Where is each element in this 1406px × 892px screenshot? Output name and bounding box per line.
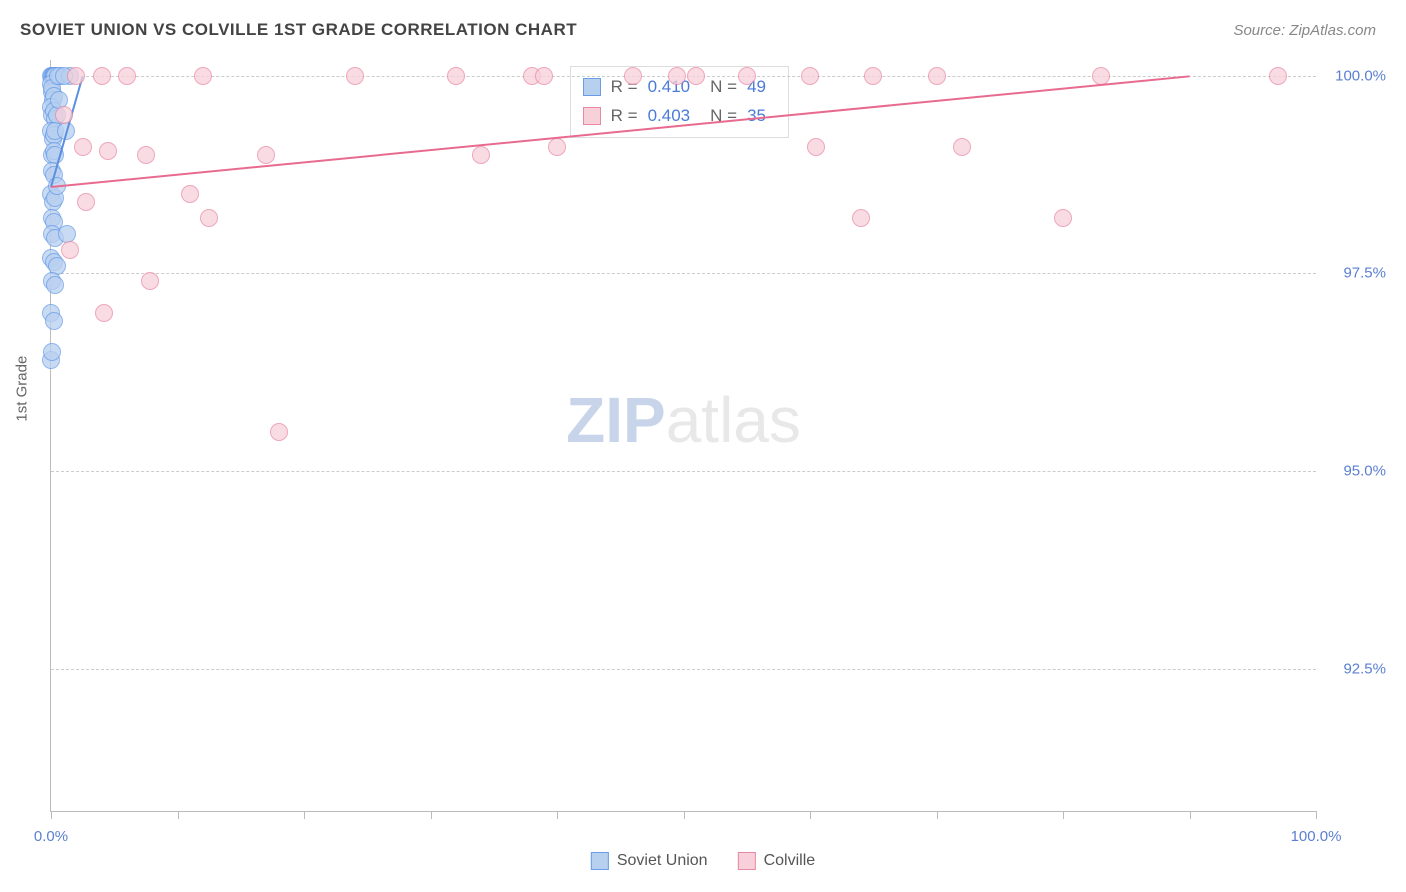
legend-swatch: [591, 852, 609, 870]
data-point: [141, 272, 159, 290]
x-tick: [1063, 811, 1064, 819]
y-axis-label: 1st Grade: [14, 356, 31, 422]
legend-item: Soviet Union: [591, 852, 708, 870]
watermark-atlas: atlas: [666, 384, 801, 456]
x-tick: [557, 811, 558, 819]
data-point: [270, 423, 288, 441]
data-point: [181, 185, 199, 203]
watermark-zip: ZIP: [566, 384, 666, 456]
y-tick-label: 97.5%: [1326, 265, 1386, 282]
x-tick: [684, 811, 685, 819]
data-point: [200, 209, 218, 227]
data-point: [77, 193, 95, 211]
legend-item: Colville: [738, 852, 816, 870]
x-tick-label: 0.0%: [34, 828, 68, 845]
n-label: N =: [710, 73, 737, 102]
data-point: [624, 67, 642, 85]
x-tick: [304, 811, 305, 819]
x-tick: [431, 811, 432, 819]
grid-line: [51, 471, 1316, 472]
data-point: [43, 343, 61, 361]
plot-area: ZIPatlas R =0.410N =49R =0.403N =35 92.5…: [50, 60, 1316, 812]
data-point: [535, 67, 553, 85]
data-point: [738, 67, 756, 85]
data-point: [93, 67, 111, 85]
r-label: R =: [611, 102, 638, 131]
x-tick: [51, 811, 52, 819]
data-point: [928, 67, 946, 85]
data-point: [807, 138, 825, 156]
data-point: [46, 276, 64, 294]
data-point: [99, 142, 117, 160]
legend: Soviet Union Colville: [591, 852, 815, 870]
grid-line: [51, 669, 1316, 670]
data-point: [67, 67, 85, 85]
data-point: [118, 67, 136, 85]
data-point: [548, 138, 566, 156]
x-tick-label: 100.0%: [1291, 828, 1342, 845]
chart-title: SOVIET UNION VS COLVILLE 1ST GRADE CORRE…: [20, 20, 577, 40]
data-point: [61, 241, 79, 259]
data-point: [687, 67, 705, 85]
data-point: [953, 138, 971, 156]
data-point: [1269, 67, 1287, 85]
data-point: [1092, 67, 1110, 85]
data-point: [194, 67, 212, 85]
y-tick-label: 95.0%: [1326, 463, 1386, 480]
chart-container: SOVIET UNION VS COLVILLE 1ST GRADE CORRE…: [10, 10, 1396, 882]
data-point: [852, 209, 870, 227]
x-tick: [1190, 811, 1191, 819]
data-point: [45, 312, 63, 330]
watermark: ZIPatlas: [566, 383, 801, 457]
y-tick-label: 92.5%: [1326, 660, 1386, 677]
data-point: [257, 146, 275, 164]
grid-line: [51, 273, 1316, 274]
data-point: [74, 138, 92, 156]
data-point: [864, 67, 882, 85]
data-point: [668, 67, 686, 85]
legend-label: Colville: [764, 852, 816, 870]
data-point: [447, 67, 465, 85]
y-tick-label: 100.0%: [1326, 67, 1386, 84]
data-point: [472, 146, 490, 164]
data-point: [55, 106, 73, 124]
data-point: [137, 146, 155, 164]
data-point: [1054, 209, 1072, 227]
data-point: [801, 67, 819, 85]
x-tick: [810, 811, 811, 819]
n-label: N =: [710, 102, 737, 131]
x-tick: [1316, 811, 1317, 819]
legend-swatch: [738, 852, 756, 870]
series-swatch: [583, 78, 601, 96]
x-tick: [937, 811, 938, 819]
series-swatch: [583, 107, 601, 125]
data-point: [346, 67, 364, 85]
source-attribution: Source: ZipAtlas.com: [1233, 22, 1376, 39]
x-tick: [178, 811, 179, 819]
legend-label: Soviet Union: [617, 852, 708, 870]
data-point: [95, 304, 113, 322]
